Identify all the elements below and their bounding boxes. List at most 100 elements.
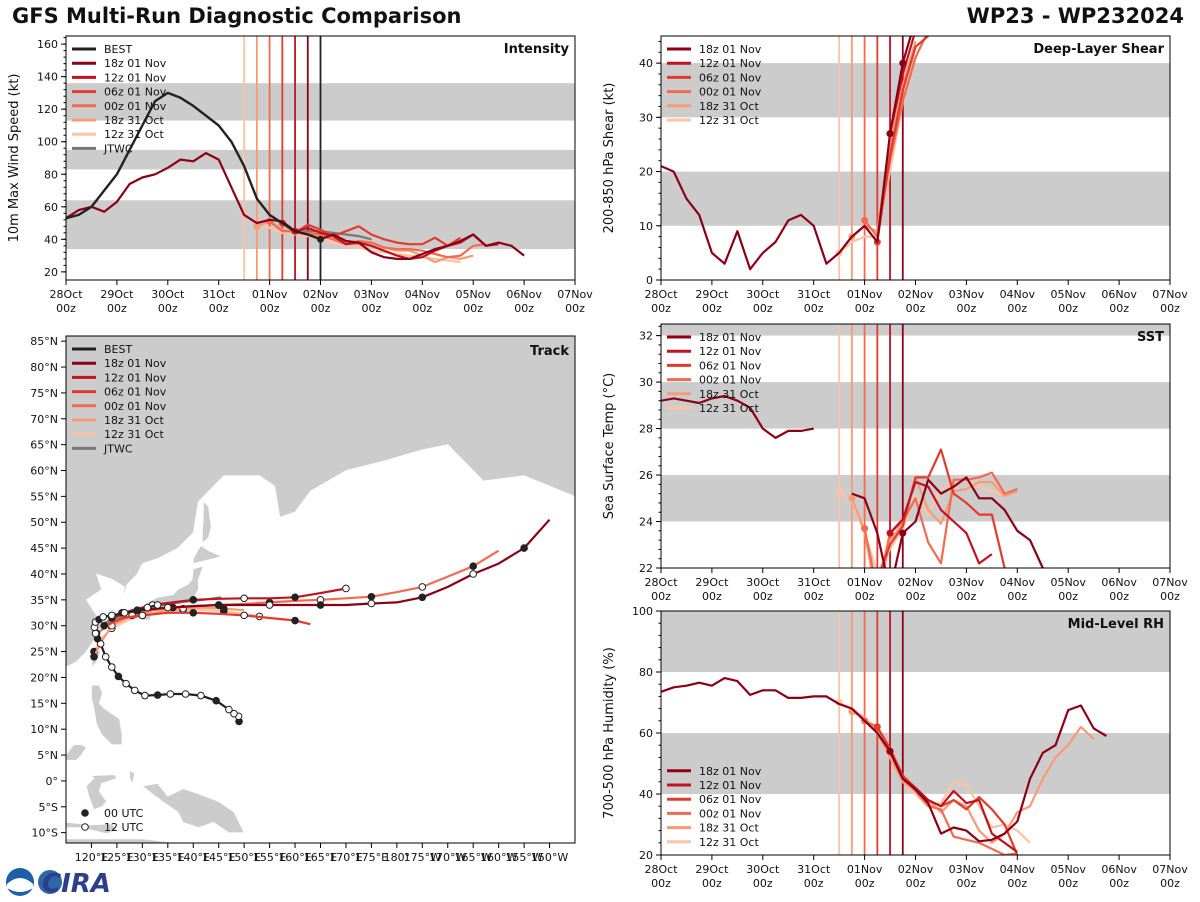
x-tick-label: 28Oct	[49, 288, 83, 301]
series-marker-18z-31-oct	[253, 222, 261, 230]
y-tick-label: 26	[639, 469, 653, 482]
y-tick-label: 120	[37, 103, 58, 116]
lon-tick-label: 175°E	[355, 851, 388, 864]
y-tick-label: 40	[44, 233, 58, 246]
y-tick-label: 100	[37, 136, 58, 149]
track-marker-00utc	[189, 596, 198, 604]
land-mass-8	[66, 821, 118, 835]
lon-tick-label: 155°E	[253, 851, 286, 864]
lat-tick-label: 10°N	[30, 723, 58, 736]
land-mass-11	[66, 838, 179, 843]
x-tick-label-hour: 00z	[753, 302, 773, 315]
track-marker-00utc	[189, 608, 198, 617]
storm-id: WP23 - WP232024	[966, 4, 1184, 28]
track-marker-12utc	[240, 594, 248, 603]
y-tick-label: 24	[639, 516, 653, 529]
x-tick-label: 02Nov	[898, 576, 934, 589]
track-marker-12utc	[164, 603, 172, 612]
x-tick-label: 30Oct	[151, 288, 185, 301]
x-tick-label-hour: 00z	[804, 302, 824, 315]
x-tick-label-hour: 00z	[702, 302, 722, 315]
track-marker-00utc	[90, 652, 98, 661]
x-tick-label: 01Nov	[847, 863, 883, 876]
track-marker-12utc	[240, 611, 248, 620]
x-tick-label: 07Nov	[1152, 288, 1188, 301]
x-tick-label: 29Oct	[100, 288, 134, 301]
track-marker-00utc	[214, 601, 223, 609]
track-marker-00utc	[153, 691, 162, 699]
series-line-18z-01-nov	[661, 677, 1107, 843]
track-marker-12utc	[141, 691, 149, 700]
band-1	[661, 63, 1170, 118]
y-tick-label: 20	[639, 849, 653, 862]
track-marker-12utc	[122, 679, 130, 688]
legend-label-18z-01-nov: 18z 01 Nov	[699, 331, 762, 344]
x-tick-label: 28Oct	[644, 288, 678, 301]
land-mass-6	[66, 744, 87, 761]
land-mass-10	[129, 770, 136, 785]
band-0	[661, 733, 1170, 794]
track-marker-00utc	[133, 606, 142, 614]
x-tick-label: 02Nov	[898, 288, 934, 301]
track-marker-00utc	[418, 593, 427, 602]
lat-tick-label: 15°N	[30, 697, 58, 710]
series-line-06z-01-nov	[876, 726, 1019, 855]
x-tick-label: 30Oct	[746, 288, 780, 301]
band-0	[661, 171, 1170, 226]
track-marker-12utc	[197, 691, 205, 700]
track-panel: 10°S 5°S 0° 5°N 10°N 15°N 20°N 25°N 30°N 35°N 40°N…	[30, 335, 576, 864]
land-mass-3	[202, 500, 212, 544]
lat-tick-label: 5°S	[39, 801, 58, 814]
x-tick-label: 02Nov	[303, 288, 339, 301]
y-tick-label: 0	[646, 274, 653, 287]
x-tick-label-hour: 00z	[1160, 590, 1180, 603]
x-tick-label-hour: 00z	[1058, 877, 1078, 890]
lon-tick-label: 165°E	[304, 851, 337, 864]
band-2	[661, 324, 1170, 336]
x-tick-label-hour: 00z	[651, 302, 671, 315]
lat-tick-label: 25°N	[30, 646, 58, 659]
series-line-06z-01-nov	[876, 36, 929, 243]
legend-label-12z-31-oct: 12z 31 Oct	[699, 114, 759, 127]
y-axis-label: 200-850 hPa Shear (kt)	[602, 83, 617, 234]
lon-tick-label: 125°E	[100, 851, 133, 864]
x-tick-label-hour: 00z	[514, 302, 534, 315]
track-marker-00utc	[114, 672, 123, 681]
lat-tick-label: 50°N	[30, 516, 58, 529]
sst-panel: 22242628303228Oct00z29Oct00z30Oct00z31Oc…	[602, 323, 1188, 603]
x-tick-label-hour: 00z	[362, 302, 382, 315]
track-marker-12utc	[342, 584, 350, 593]
x-tick-label-hour: 00z	[1109, 302, 1129, 315]
intensity-panel: 2040608010012014016028Oct00z29Oct00z30Oc…	[7, 35, 593, 315]
track-marker-12utc	[225, 705, 233, 714]
rh-panel: 2040608010028Oct00z29Oct00z30Oct00z31Oct…	[602, 605, 1188, 890]
shear-panel: 01020304028Oct00z29Oct00z30Oct00z31Oct00…	[602, 35, 1188, 315]
legend-label-00z-01-nov: 00z 01 Nov	[104, 100, 167, 113]
y-tick-label: 20	[44, 266, 58, 279]
y-axis-label: Sea Surface Temp (°C)	[602, 373, 617, 520]
track-marker-12utc	[181, 690, 190, 698]
lon-tick-label: 180°	[384, 851, 411, 864]
x-tick-label: 29Oct	[695, 863, 729, 876]
x-tick-label: 07Nov	[557, 288, 593, 301]
x-tick-label-hour: 00z	[804, 877, 824, 890]
x-tick-label: 06Nov	[506, 288, 542, 301]
legend-label-12z-31-oct: 12z 31 Oct	[104, 428, 164, 441]
x-tick-label: 01Nov	[252, 288, 288, 301]
lon-tick-label: 150°E	[227, 851, 260, 864]
track-marker-00utc	[100, 621, 108, 630]
legend-label-06z-01-nov: 06z 01 Nov	[699, 71, 762, 84]
series-marker-12z-01-nov	[886, 529, 894, 537]
track-marker-12utc	[130, 686, 139, 695]
series-line-18z-31-oct	[851, 710, 1095, 844]
x-tick-label-hour: 00z	[906, 302, 926, 315]
lon-tick-label: 155°W	[505, 851, 542, 864]
y-tick-label: 160	[37, 38, 58, 51]
legend-label-12z-01-nov: 12z 01 Nov	[104, 71, 167, 84]
legend-label-12z-31-oct: 12z 31 Oct	[104, 128, 164, 141]
track-marker-12utc	[418, 583, 427, 591]
series-marker-00z-01-nov	[861, 524, 869, 532]
series-line-best	[66, 91, 321, 241]
x-tick-label: 04Nov	[1000, 863, 1036, 876]
